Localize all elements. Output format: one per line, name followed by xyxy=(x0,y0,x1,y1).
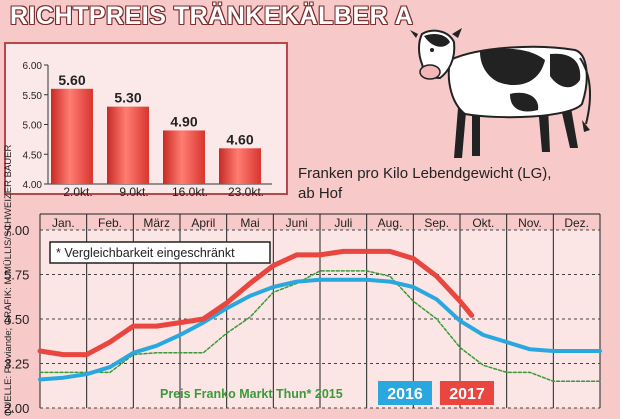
source-text: QUELLE: Proviande; GRAFIK: M.MÜLLIS/SCHW… xyxy=(3,145,14,416)
bar-y-tick-label: 5.50 xyxy=(23,91,43,102)
bar-y-tick-label: 4.50 xyxy=(23,150,43,161)
month-label: Dez. xyxy=(564,216,589,230)
month-label: April xyxy=(191,216,215,230)
month-label: Aug. xyxy=(378,216,403,230)
bar-y-tick-label: 4.00 xyxy=(23,180,43,191)
bar-value-label: 5.30 xyxy=(114,90,141,106)
bar xyxy=(219,148,261,184)
note-text: * Vergleichbarkeit eingeschränkt xyxy=(56,246,235,260)
y-tick-label: 3.25 xyxy=(4,357,29,372)
bar-category-label: 9.0kt. xyxy=(119,185,148,199)
legend-2017-swatch xyxy=(440,381,494,405)
bar-y-tick-label: 5.00 xyxy=(23,121,43,132)
unit-line-1: Franken pro Kilo Lebendgewicht (LG), xyxy=(298,165,552,182)
chart-title: RICHTPREIS TRÄNKEKÄLBER A xyxy=(10,2,414,30)
month-label: Nov. xyxy=(518,216,542,230)
month-label: Jan. xyxy=(52,216,75,230)
bar-y-tick-label: 6.00 xyxy=(23,61,43,72)
bar-value-label: 4.60 xyxy=(226,131,253,147)
unit-label: Franken pro Kilo Lebendgewicht (LG), ab … xyxy=(298,164,598,204)
bar xyxy=(51,88,93,184)
series-2016-line xyxy=(38,277,602,382)
month-label: März xyxy=(143,216,170,230)
bar xyxy=(163,130,205,184)
bar-value-label: 5.60 xyxy=(58,72,85,88)
bar-category-label: 2.0kt. xyxy=(63,185,92,199)
y-tick-label: 5.75 xyxy=(4,268,29,283)
bar-category-label: 23.0kt. xyxy=(228,185,264,199)
bar-category-label: 16.0kt. xyxy=(172,185,208,199)
y-tick-label: 2.00 xyxy=(4,401,29,416)
unit-line-2: ab Hof xyxy=(298,185,343,202)
legend-2017-label: 2017 xyxy=(449,386,485,403)
legend-2015-label: Preis Franko Markt Thun* 2015 xyxy=(160,387,343,401)
legend-2016-label: 2016 xyxy=(387,386,423,403)
y-tick-label: 4.50 xyxy=(4,312,29,327)
month-label: Sep. xyxy=(424,216,449,230)
month-label: Juli xyxy=(334,216,352,230)
series-2017-line xyxy=(37,248,475,358)
month-label: Mai xyxy=(240,216,259,230)
legend-2016-swatch xyxy=(378,381,432,405)
month-label: Feb. xyxy=(98,216,122,230)
note-box-frame xyxy=(49,241,271,264)
y-tick-label: 7.00 xyxy=(4,223,29,238)
month-label: Okt. xyxy=(472,216,494,230)
month-label: Juni xyxy=(286,216,308,230)
bar xyxy=(107,106,149,184)
note-box: * Vergleichbarkeit eingeschränkt xyxy=(49,241,271,264)
bar-value-label: 4.90 xyxy=(170,113,197,129)
source-credit: QUELLE: Proviande; GRAFIK: M.MÜLLIS/SCHW… xyxy=(3,145,14,416)
